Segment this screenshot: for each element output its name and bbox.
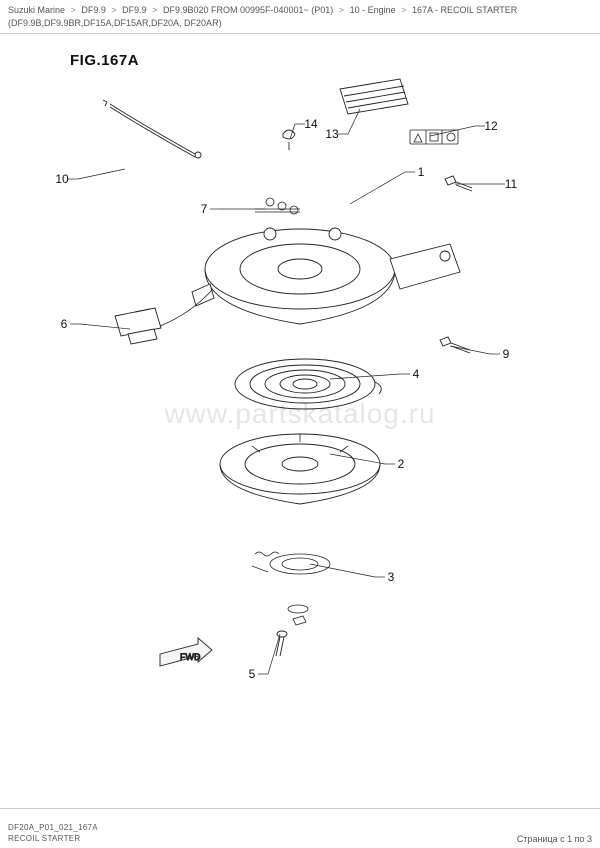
part-clip — [283, 130, 295, 150]
part-lower-hardware — [252, 552, 330, 625]
breadcrumb-sep: > — [401, 5, 406, 15]
exploded-diagram: FWD 123456791011121314 — [0, 34, 600, 794]
callout-number[interactable]: 7 — [201, 202, 208, 216]
callout-number[interactable]: 2 — [398, 457, 405, 471]
breadcrumb-item[interactable]: DF9.9B020 FROM 00995F-040001~ (P01) — [163, 5, 333, 15]
footer-page-indicator: Страница с 1 по 3 — [517, 834, 592, 844]
part-caution-label — [410, 130, 458, 144]
callout-number[interactable]: 9 — [503, 347, 510, 361]
callout-number[interactable]: 3 — [388, 570, 395, 584]
part-bolt-side — [440, 337, 470, 353]
breadcrumb-item[interactable]: DF9.9 — [81, 5, 106, 15]
breadcrumb-item[interactable]: Suzuki Marine — [8, 5, 65, 15]
callout-leaders — [68, 109, 505, 674]
breadcrumb-item[interactable]: DF9.9 — [122, 5, 147, 15]
fwd-label: FWD — [180, 652, 201, 662]
breadcrumb-sep: > — [339, 5, 344, 15]
breadcrumb: Suzuki Marine > DF9.9 > DF9.9 > DF9.9B02… — [0, 0, 600, 34]
callout-number[interactable]: 5 — [249, 667, 256, 681]
footer-left: DF20A_P01_021_167A RECOIL STARTER — [8, 823, 98, 844]
footer-part-title: RECOIL STARTER — [8, 834, 98, 844]
breadcrumb-item[interactable]: 10 - Engine — [350, 5, 396, 15]
breadcrumb-sep: > — [111, 5, 116, 15]
callout-number[interactable]: 13 — [325, 127, 339, 141]
part-warning-label — [340, 79, 408, 114]
callout-numbers: 123456791011121314 — [55, 117, 517, 681]
callout-number[interactable]: 1 — [418, 165, 425, 179]
part-handle — [115, 308, 161, 344]
part-reel — [220, 434, 380, 504]
fwd-arrow-icon: FWD — [160, 638, 212, 666]
callout-number[interactable]: 14 — [304, 117, 318, 131]
part-bolt-top — [445, 176, 472, 191]
callout-number[interactable]: 10 — [55, 172, 69, 186]
breadcrumb-sep: > — [71, 5, 76, 15]
breadcrumb-sep: > — [152, 5, 157, 15]
footer: DF20A_P01_021_167A RECOIL STARTER Страни… — [0, 808, 600, 848]
figure-area: FIG.167A — [0, 34, 600, 794]
part-housing — [192, 228, 460, 324]
callout-number[interactable]: 11 — [505, 177, 518, 191]
part-screw-bottom — [276, 631, 287, 656]
callout-number[interactable]: 6 — [61, 317, 68, 331]
part-fasteners-top — [255, 198, 300, 214]
part-cable — [103, 100, 201, 158]
callout-number[interactable]: 4 — [413, 367, 420, 381]
part-spring — [235, 359, 381, 409]
footer-part-code: DF20A_P01_021_167A — [8, 823, 98, 833]
callout-number[interactable]: 12 — [484, 119, 498, 133]
